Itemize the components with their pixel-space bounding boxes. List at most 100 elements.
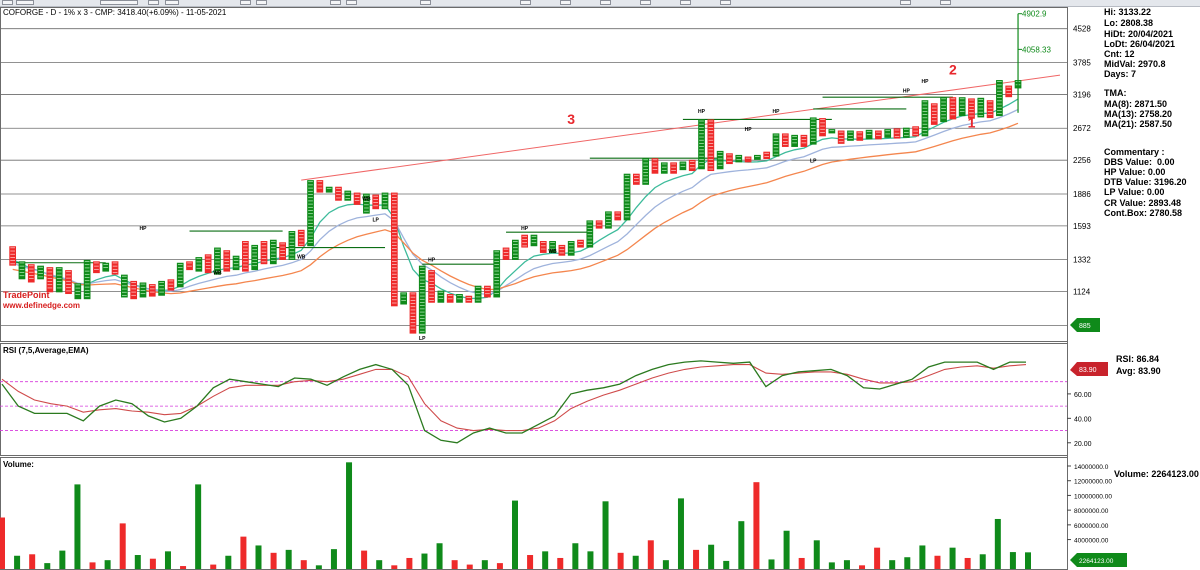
toolbar-button[interactable] xyxy=(900,0,911,5)
toolbar-button[interactable] xyxy=(330,0,341,5)
o-column xyxy=(130,280,138,300)
price-tick-label: 2672 xyxy=(1073,124,1091,133)
pattern-label: WB xyxy=(548,249,557,255)
x-column xyxy=(102,262,110,272)
x-column xyxy=(660,162,668,174)
o-column xyxy=(800,134,808,147)
x-column xyxy=(772,133,780,157)
volume-bar xyxy=(587,551,594,569)
breakout-mid-label: 4058.33 xyxy=(1022,45,1051,54)
pattern-label: HP xyxy=(903,88,911,94)
o-column xyxy=(837,130,845,144)
volume-bar xyxy=(798,557,805,569)
pattern-label: HP xyxy=(745,127,753,133)
rsi-indicator: 20.00 40.00 60.00 xyxy=(0,360,1092,448)
stat-days: Days: 7 xyxy=(1104,69,1137,79)
o-column xyxy=(390,192,398,307)
volume-bar xyxy=(496,563,503,569)
volume-bar xyxy=(662,560,669,569)
volume-bar xyxy=(572,543,579,569)
volume-bar xyxy=(919,545,926,569)
x-column xyxy=(977,97,985,118)
stat-dbs: DBS Value: 0.00 xyxy=(1104,157,1175,167)
o-column xyxy=(27,264,35,283)
volume-value-label: Volume: 2264123.00 xyxy=(1114,469,1199,479)
volume-bar xyxy=(843,560,850,569)
toolbar-button[interactable] xyxy=(2,0,13,5)
pattern-label: HP xyxy=(428,257,436,263)
x-column xyxy=(418,265,426,334)
toolbar-button[interactable] xyxy=(16,0,34,5)
pattern-label: WB xyxy=(362,197,371,203)
o-column xyxy=(521,234,529,248)
o-column xyxy=(148,284,156,297)
o-column xyxy=(428,270,435,303)
toolbar-button[interactable] xyxy=(346,0,357,5)
toolbar-button[interactable] xyxy=(640,0,651,5)
o-column xyxy=(167,279,175,291)
o-column xyxy=(558,244,566,256)
o-column xyxy=(819,118,826,137)
x-column xyxy=(325,186,333,193)
volume-bar xyxy=(979,554,986,569)
stat-hidt: HiDt: 20/04/2021 xyxy=(1104,29,1174,39)
x-column xyxy=(400,292,407,305)
volume-title: Volume: xyxy=(3,460,34,469)
pnf-columns: 4902.9 4058.33 xyxy=(9,10,1052,334)
x-column xyxy=(716,150,724,170)
toolbar-button[interactable] xyxy=(256,0,267,5)
volume-bar xyxy=(406,557,413,569)
pattern-label: LP xyxy=(810,158,817,164)
volume-bar xyxy=(753,482,760,569)
price-tick-label: 4528 xyxy=(1073,25,1091,34)
toolbar-button[interactable] xyxy=(940,0,951,5)
wave-label: 3 xyxy=(567,111,575,127)
price-tick-label: 1124 xyxy=(1073,288,1091,297)
volume-bar xyxy=(1025,552,1031,569)
toolbar-button[interactable] xyxy=(148,0,159,5)
x-column xyxy=(307,180,314,247)
rsi-value-label: RSI: 86.84 xyxy=(1116,354,1159,364)
toolbar-button[interactable] xyxy=(720,0,731,5)
chart-title: COFORGE - D - 1% x 3 - CMP: 3418.40(+6.0… xyxy=(3,8,227,17)
o-column xyxy=(111,261,119,275)
price-tick-label: 1886 xyxy=(1073,190,1091,199)
toolbar-button[interactable] xyxy=(165,0,179,5)
volume-bar xyxy=(466,564,473,569)
toolbar-button[interactable] xyxy=(560,0,571,5)
volume-bar xyxy=(330,549,337,569)
volume-tick-label: 6000000.00 xyxy=(1074,523,1109,530)
o-column xyxy=(446,294,454,303)
toolbar-button[interactable] xyxy=(240,0,251,5)
o-column xyxy=(465,295,473,303)
price-tick-label: 3785 xyxy=(1073,59,1091,68)
x-column xyxy=(511,239,519,260)
x-column xyxy=(474,285,482,303)
o-column xyxy=(688,159,696,172)
toolbar-button[interactable] xyxy=(680,0,691,5)
volume-bar xyxy=(994,518,1001,569)
o-column xyxy=(93,261,100,274)
x-column xyxy=(791,134,798,147)
o-column xyxy=(875,130,882,140)
volume-bar xyxy=(602,501,609,569)
volume-bar xyxy=(44,563,51,569)
x-column xyxy=(139,282,147,298)
x-column xyxy=(996,80,1003,117)
toolbar-button[interactable] xyxy=(520,0,531,5)
volume-bar xyxy=(14,555,21,569)
x-column xyxy=(940,97,947,123)
toolbar-button[interactable] xyxy=(600,0,611,5)
x-column xyxy=(55,267,63,293)
volume-bar xyxy=(210,564,217,569)
o-column xyxy=(595,220,603,229)
price-gridlines xyxy=(0,28,1067,326)
stat-dtb: DTB Value: 3196.20 xyxy=(1104,177,1187,187)
toolbar-button[interactable] xyxy=(420,0,431,5)
o-column xyxy=(670,162,677,174)
toolbar-dropdown[interactable] xyxy=(100,0,138,5)
volume-bar xyxy=(889,560,896,569)
o-column xyxy=(204,254,212,274)
volume-bar xyxy=(813,540,820,569)
